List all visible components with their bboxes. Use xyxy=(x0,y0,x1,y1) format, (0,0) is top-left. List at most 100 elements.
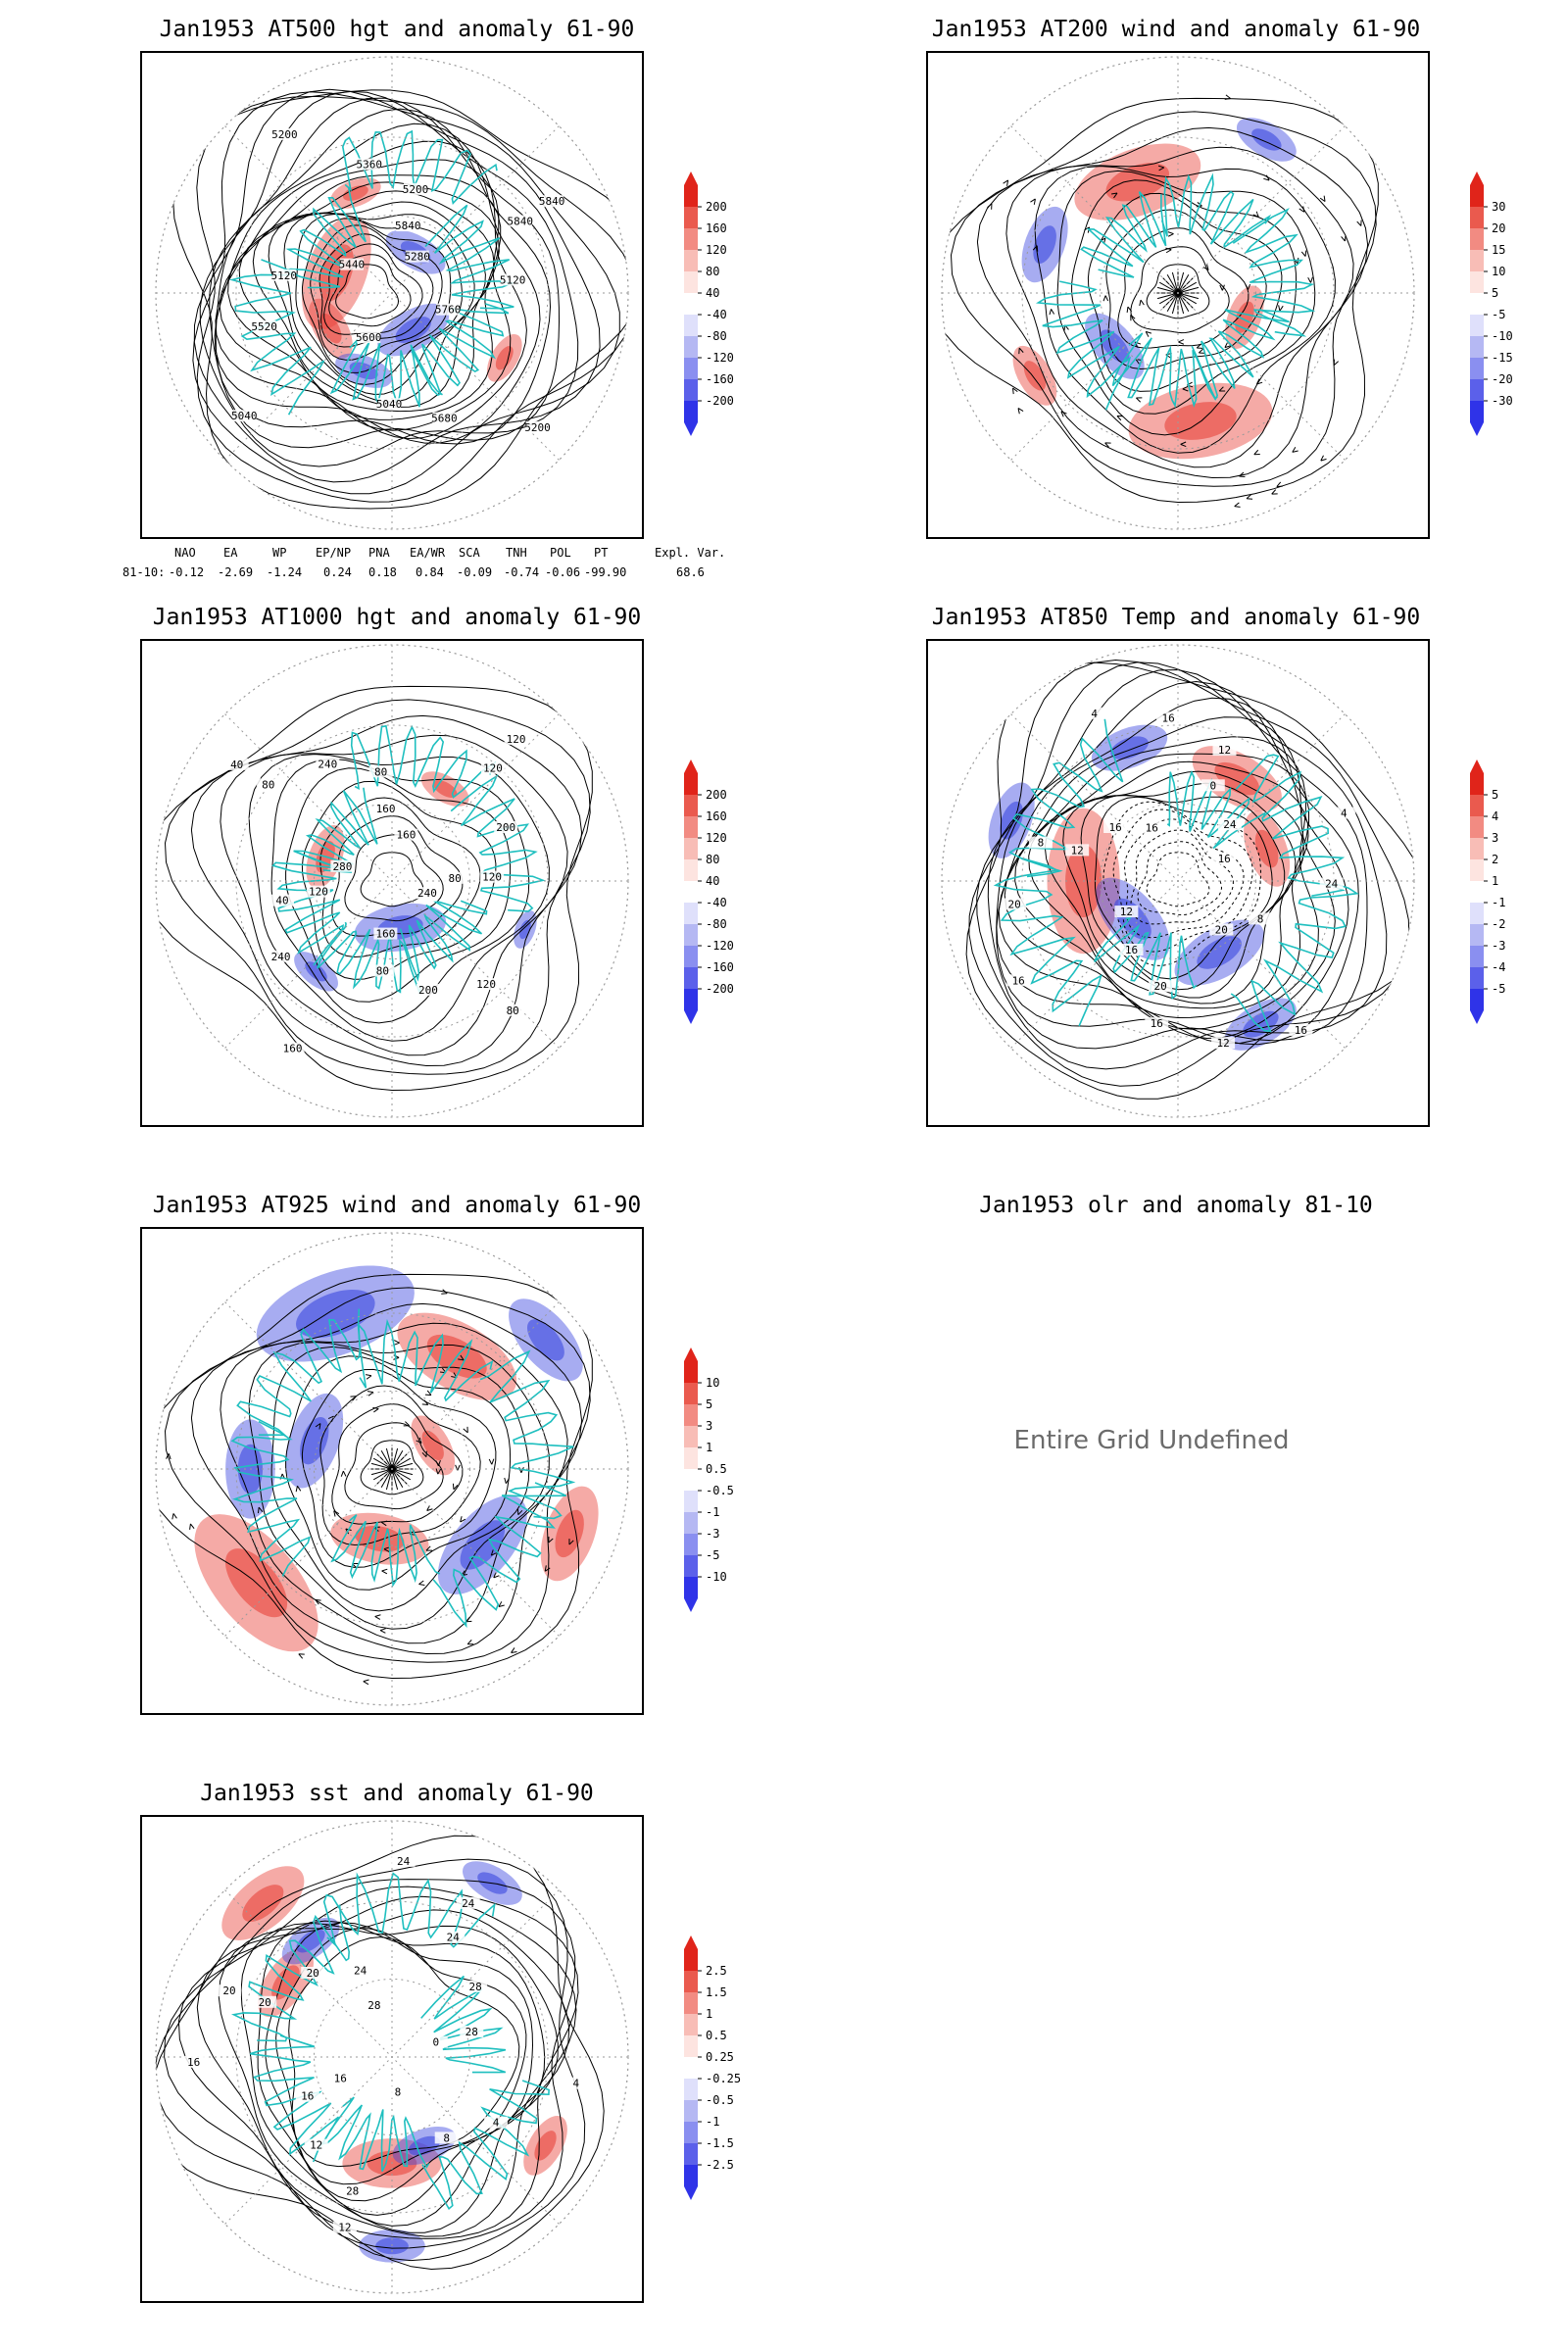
contour-label: 28 xyxy=(346,2184,359,2197)
colorbar-segment xyxy=(684,2014,698,2035)
colorbar-arrow-top xyxy=(684,1936,698,1949)
contour-label: 16 xyxy=(1161,711,1174,724)
colorbar-label: -2.5 xyxy=(706,2158,734,2172)
colorbar-segment xyxy=(1470,881,1484,903)
colorbar-label: 200 xyxy=(706,200,727,214)
colorbar-label: 40 xyxy=(706,874,719,888)
contour-label: 160 xyxy=(375,928,395,941)
colorbar-label: -4 xyxy=(1492,960,1505,974)
map-panel-7: 28 24 24 20 16 12 8 4 28 24 20 16 12 8 4 0 24 28 20 16 28 xyxy=(140,1815,644,2303)
colorbar-segment xyxy=(684,336,698,358)
colorbar-segment xyxy=(684,1971,698,1992)
colorbar-segment xyxy=(684,2079,698,2100)
map-panel-1: 5840 5200 5200 5120 5040 5040 5200 5120 5280 5360… xyxy=(140,51,644,539)
colorbar-label: -10 xyxy=(1492,329,1513,343)
colorbar-label: -120 xyxy=(706,939,734,953)
contour-label: 5200 xyxy=(524,421,551,434)
tele-value-eawr: 0.84 xyxy=(416,565,444,579)
contour-label: 0 xyxy=(1209,779,1216,792)
tele-value-pol: -0.06 xyxy=(545,565,581,579)
colorbar-segment xyxy=(1470,315,1484,336)
panel-1-title: Jan1953 AT500 hgt and anomaly 61-90 xyxy=(159,17,635,42)
contour-lines xyxy=(156,685,593,1092)
colorbar-segment xyxy=(684,293,698,315)
contour-label: 200 xyxy=(418,984,438,997)
colorbar-label: -80 xyxy=(706,329,727,343)
colorbar-segment xyxy=(684,2100,698,2122)
colorbar-segment xyxy=(684,2143,698,2165)
tele-value-wp: -1.24 xyxy=(267,565,303,579)
colorbar-label: 5 xyxy=(1492,788,1498,802)
tele-value-ea: -2.69 xyxy=(218,565,254,579)
map-panel-2 xyxy=(926,51,1430,539)
colorbar-segment xyxy=(684,2057,698,2079)
colorbar-segment xyxy=(684,1949,698,1971)
colorbar-segment xyxy=(684,1577,698,1598)
colorbar-segment xyxy=(1470,924,1484,946)
panel-6-title: Jan1953 olr and anomaly 81-10 xyxy=(979,1193,1373,1218)
contour-label: 240 xyxy=(271,951,291,963)
contour-label: 12 xyxy=(1120,906,1133,918)
contour-label: 5040 xyxy=(231,410,257,422)
panel-3-title: Jan1953 AT1000 hgt and anomaly 61-90 xyxy=(152,605,642,630)
contour-label: 280 xyxy=(332,860,352,873)
colorbar-segment xyxy=(684,1361,698,1383)
contour-label: 5040 xyxy=(376,398,403,411)
colorbar-label: -120 xyxy=(706,351,734,365)
colorbar-1: 200 160 120 80 40 -40 -80 -120 -160 -200 xyxy=(684,172,734,436)
colorbar-label: -30 xyxy=(1492,394,1513,408)
tele-value-pna: 0.18 xyxy=(368,565,397,579)
colorbar-segment xyxy=(1470,207,1484,228)
colorbar-label: -0.5 xyxy=(706,2093,734,2107)
colorbar-arrow-bottom xyxy=(684,1010,698,1024)
colorbar-label: -2 xyxy=(1492,917,1505,931)
colorbar-segment xyxy=(1470,228,1484,250)
contour-label: 4 xyxy=(1091,708,1098,720)
contour-label: 240 xyxy=(318,758,337,770)
contour-label: 16 xyxy=(1218,853,1231,865)
colorbar-label: 2 xyxy=(1492,853,1498,866)
contour-label: 12 xyxy=(338,2222,351,2234)
colorbar-label: 160 xyxy=(706,221,727,235)
polar-map-5 xyxy=(155,1232,629,1706)
polar-map-4: 16 12 16 8 12 16 20 24 24 16 16 20 16 12 8 4 0 4 12 16 20 16 xyxy=(941,644,1415,1118)
contour-label: 40 xyxy=(275,895,288,907)
coastlines xyxy=(1035,172,1316,411)
colorbar-label: -1.5 xyxy=(706,2136,734,2150)
contour-label: 20 xyxy=(1215,923,1228,936)
colorbar-label: 120 xyxy=(706,243,727,257)
colorbar-label: 10 xyxy=(706,1376,719,1390)
polar-map-3: 80 80 120 120 80 40 40 160 200 240 200 160 240 280 240… xyxy=(155,644,629,1118)
contour-label: 16 xyxy=(1146,822,1158,835)
contour-label: 80 xyxy=(448,872,461,885)
colorbar-label: -3 xyxy=(1492,939,1505,953)
colorbar-arrow-bottom xyxy=(684,1598,698,1612)
colorbar-segment xyxy=(684,816,698,838)
colorbar-label: 10 xyxy=(1492,265,1505,278)
colorbar-label: 20 xyxy=(1492,221,1505,235)
contour-label: 16 xyxy=(1125,944,1138,956)
contour-label: 12 xyxy=(1071,844,1084,857)
contour-label: 24 xyxy=(1223,818,1237,831)
panel-2-title: Jan1953 AT200 wind and anomaly 61-90 xyxy=(931,17,1421,42)
colorbar-label: 1 xyxy=(706,2007,712,2021)
colorbar-segment xyxy=(684,795,698,816)
contour-label: 5840 xyxy=(395,220,421,232)
colorbar-label: -3 xyxy=(706,1527,719,1541)
contour-label: 5200 xyxy=(403,183,429,196)
colorbar-segment xyxy=(684,924,698,946)
colorbar-segment xyxy=(684,1447,698,1469)
contour-label: 80 xyxy=(262,778,274,791)
colorbar-label: 200 xyxy=(706,788,727,802)
tele-header-pna: PNA xyxy=(368,546,390,560)
colorbar-label: -5 xyxy=(706,1548,719,1562)
colorbar-segment xyxy=(684,967,698,989)
contour-label: 120 xyxy=(483,762,503,775)
tele-header-tnh: TNH xyxy=(506,546,527,560)
contour-label: 28 xyxy=(368,1999,380,2012)
lat-lon-grid xyxy=(155,1232,629,1706)
contour-label: 28 xyxy=(466,2026,478,2038)
contour-label: 20 xyxy=(259,1996,271,2009)
colorbar-label: 1 xyxy=(1492,874,1498,888)
colorbar-segment xyxy=(1470,271,1484,293)
